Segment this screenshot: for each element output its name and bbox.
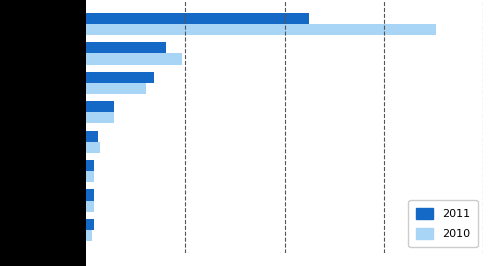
Bar bbox=[86, 160, 94, 171]
Bar bbox=[86, 171, 94, 182]
Bar bbox=[86, 142, 100, 153]
Bar bbox=[86, 101, 114, 112]
Bar bbox=[86, 219, 94, 230]
Legend: 2011, 2010: 2011, 2010 bbox=[408, 200, 478, 247]
Bar bbox=[86, 230, 92, 241]
Bar bbox=[86, 13, 309, 24]
Bar bbox=[86, 112, 114, 123]
Bar bbox=[86, 83, 146, 94]
Bar bbox=[86, 72, 154, 83]
Bar bbox=[86, 201, 94, 212]
Bar bbox=[86, 42, 166, 53]
Bar bbox=[86, 189, 94, 201]
Bar bbox=[86, 24, 435, 35]
Bar bbox=[86, 131, 98, 142]
Bar bbox=[86, 53, 181, 65]
